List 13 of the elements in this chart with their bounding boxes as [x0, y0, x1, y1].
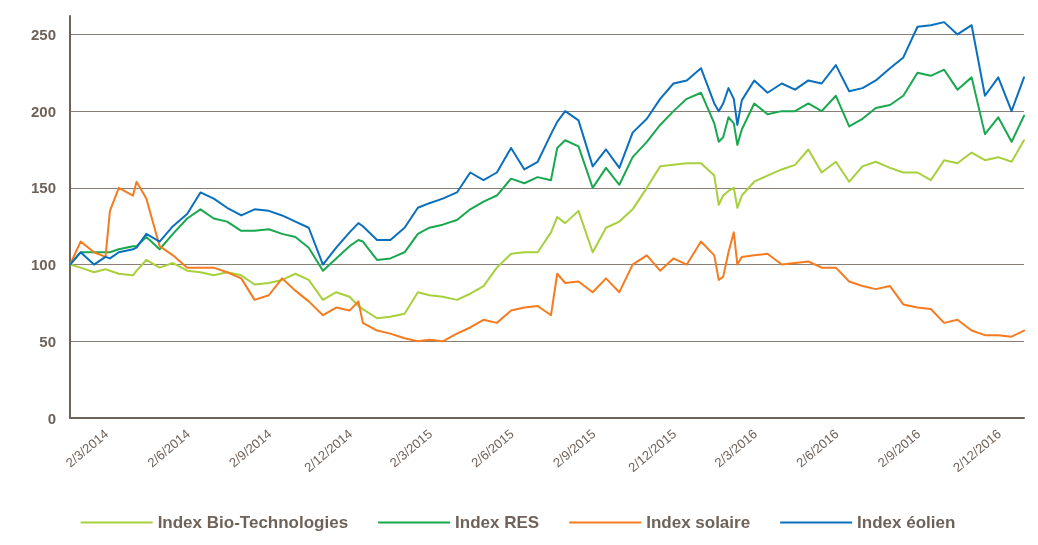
legend-label: Index éolien [857, 513, 956, 532]
legend-label: Index RES [455, 513, 540, 532]
line-series [69, 139, 1025, 320]
line-series [69, 21, 1025, 266]
legend-label: Index solaire [646, 513, 751, 532]
y-tick-label: 0 [47, 409, 56, 427]
y-tick-label: 250 [30, 25, 56, 43]
legend-label: Index Bio-Technologies [157, 513, 349, 532]
y-tick-label: 150 [30, 179, 56, 197]
y-tick-label: 50 [39, 332, 56, 350]
y-tick-label: 100 [30, 256, 56, 274]
y-tick-label: 200 [30, 102, 56, 120]
line-series [69, 180, 1025, 343]
